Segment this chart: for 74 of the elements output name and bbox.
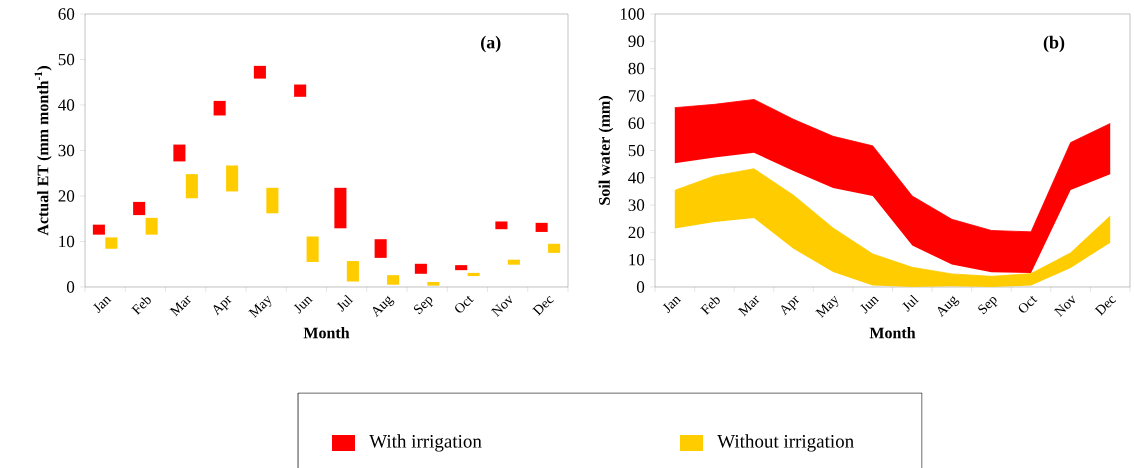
bar <box>507 259 520 265</box>
bar <box>92 224 105 235</box>
bar <box>253 65 266 79</box>
y-tick-label: 40 <box>628 172 645 184</box>
bar <box>294 84 307 97</box>
y-tick-label: 60 <box>58 8 75 20</box>
x-tick-label: Jan <box>93 296 112 314</box>
bar <box>173 144 186 162</box>
y-tick-label: 50 <box>58 53 75 66</box>
bar <box>334 187 347 229</box>
y-tick-label: 60 <box>628 117 645 129</box>
legend-label: Without irrigation <box>717 434 854 452</box>
x-tick-label: Aug <box>937 295 960 318</box>
y-axis-title: Soil water (mm) <box>598 96 614 205</box>
x-tick-label: Feb <box>131 297 151 316</box>
bar <box>226 165 239 192</box>
annotation: (a) <box>481 35 501 53</box>
bar <box>266 187 279 214</box>
bar <box>414 263 427 274</box>
x-tick-label: Nov <box>1053 295 1075 317</box>
x-axis-title: Month <box>869 327 916 339</box>
x-tick-label: Sep <box>413 297 434 315</box>
bar <box>387 275 400 285</box>
bar <box>427 281 440 286</box>
x-tick-label: Sep <box>978 297 998 315</box>
legend-label: With irrigation <box>369 434 482 452</box>
y-tick-label: 80 <box>628 62 645 75</box>
bar <box>495 221 508 230</box>
bar <box>535 222 548 232</box>
y-tick-label: 10 <box>59 235 75 248</box>
y-tick-label: 20 <box>628 226 645 239</box>
bar <box>213 100 226 116</box>
bar <box>467 272 480 277</box>
bar <box>185 174 198 199</box>
y-tick-label: 0 <box>636 281 645 293</box>
annotation: (b) <box>1043 35 1065 53</box>
bar <box>105 237 118 249</box>
y-tick-label: 30 <box>628 199 645 211</box>
y-tick-label: 50 <box>628 144 645 157</box>
bar <box>306 236 319 262</box>
x-tick-label: May <box>248 295 272 319</box>
x-tick-label: Dec <box>1094 296 1117 316</box>
y-tick-label: 100 <box>620 8 645 20</box>
x-tick-label: Apr <box>213 295 232 316</box>
x-tick-label: Mar <box>737 295 760 317</box>
x-tick-label: Feb <box>700 297 720 316</box>
x-tick-label: May <box>815 295 839 319</box>
x-tick-label: Jan <box>662 296 682 314</box>
x-tick-label: Mar <box>169 295 192 317</box>
x-tick-label: Nov <box>490 295 512 317</box>
bar <box>133 201 146 216</box>
x-tick-label: Jun <box>293 296 313 314</box>
y-axis-title: Actual ET (mm month$^{-1}$) <box>34 66 52 236</box>
x-tick-label: Aug <box>372 295 395 318</box>
y-tick-label: 0 <box>66 281 75 293</box>
x-tick-label: Oct <box>455 295 474 313</box>
x-tick-label: Jul <box>336 294 354 312</box>
y-tick-label: 40 <box>58 99 75 111</box>
x-tick-label: Apr <box>781 295 800 316</box>
x-tick-label: Oct <box>1018 295 1038 313</box>
bar <box>374 239 387 258</box>
y-tick-label: 90 <box>628 35 645 48</box>
y-tick-label: 30 <box>58 144 75 157</box>
x-tick-label: Jul <box>902 294 919 312</box>
bar <box>346 261 359 282</box>
y-tick-label: 70 <box>628 90 645 102</box>
bar <box>548 243 561 253</box>
bar <box>145 217 158 235</box>
x-axis-title: Month <box>303 327 350 339</box>
y-tick-label: 20 <box>58 190 75 202</box>
bar <box>455 265 468 271</box>
x-tick-label: Dec <box>532 296 554 316</box>
x-tick-label: Jun <box>860 296 880 314</box>
y-tick-label: 10 <box>629 253 645 266</box>
